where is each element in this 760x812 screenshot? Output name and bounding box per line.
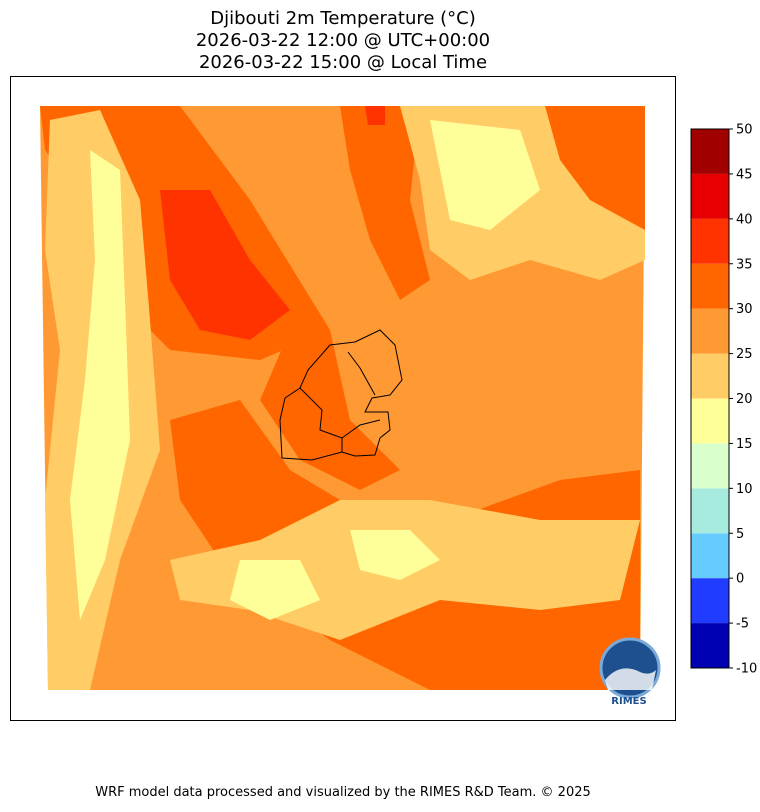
colorbar: -10 -5 0 5 10 15 20 25 30 35 40 45 50 xyxy=(690,123,757,677)
logo-text: RIMES xyxy=(611,696,646,707)
colorbar-band xyxy=(691,129,729,174)
colorbar-band xyxy=(691,488,729,534)
colorbar-tick-label: 0 xyxy=(736,572,744,587)
logo: RIMES xyxy=(599,637,661,707)
colorbar-tick-label: -10 xyxy=(736,662,757,677)
colorbar-band xyxy=(691,353,729,399)
colorbar-tick-label: 25 xyxy=(736,347,753,362)
colorbar-tick-label: 20 xyxy=(736,392,753,407)
country-borders xyxy=(279,329,403,461)
colorbar-band xyxy=(691,398,729,444)
temperature-field xyxy=(40,106,645,690)
footer: WRF model data processed and visualized … xyxy=(95,785,591,800)
colorbar-band xyxy=(691,443,729,489)
colorbar-tick-label: 40 xyxy=(736,212,753,227)
colorbar-tick-label: 50 xyxy=(736,123,753,138)
title-line: 2026-03-22 15:00 @ Local Time xyxy=(199,52,487,73)
colorbar-tick-label: 30 xyxy=(736,302,753,317)
colorbar-band xyxy=(691,308,729,354)
colorbar-band xyxy=(691,533,729,579)
colorbar-band xyxy=(691,578,729,624)
title-line: 2026-03-22 12:00 @ UTC+00:00 xyxy=(196,30,490,51)
colorbar-band xyxy=(691,173,729,219)
colorbar-tick-label: -5 xyxy=(736,617,749,632)
colorbar-tick-label: 5 xyxy=(736,527,744,542)
map-frame xyxy=(10,76,676,721)
colorbar-band xyxy=(691,263,729,309)
colorbar-tick-label: 10 xyxy=(736,482,753,497)
colorbar-band xyxy=(691,218,729,264)
colorbar-tick-label: 15 xyxy=(736,437,753,452)
title-line: Djibouti 2m Temperature (°C) xyxy=(210,8,476,29)
colorbar-band xyxy=(691,623,729,668)
colorbar-tick-label: 35 xyxy=(736,257,753,272)
colorbar-tick-label: 45 xyxy=(736,167,753,182)
